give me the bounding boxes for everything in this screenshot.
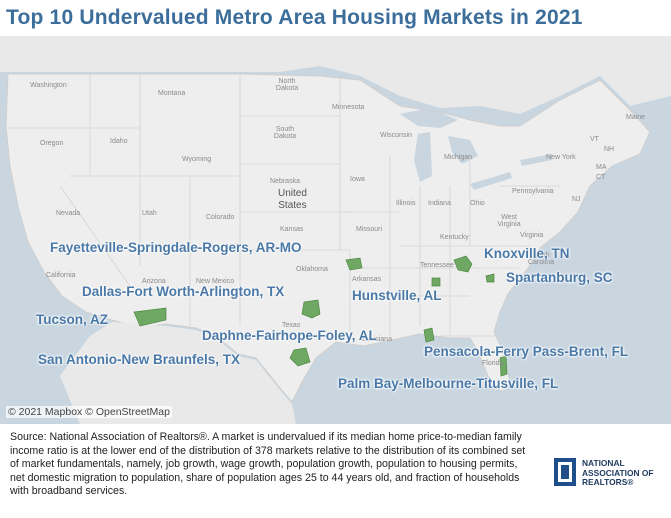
state-label-wyoming: Wyoming [182, 156, 212, 163]
state-label-california: California [46, 272, 76, 279]
source-note: Source: National Association of Realtors… [10, 431, 526, 498]
state-label-colorado: Colorado [206, 214, 235, 221]
market-area-huntsville [431, 277, 441, 287]
state-label-idaho: Idaho [110, 138, 128, 145]
state-label-oklahoma: Oklahoma [296, 266, 328, 273]
state-label-illinois: Illinois [396, 200, 416, 207]
lake-superior [400, 108, 458, 128]
state-label-nebraska: Nebraska [270, 178, 300, 185]
market-area-fayetteville [345, 257, 363, 271]
nar-logo-text: NATIONAL ASSOCIATION OF REALTORS® [582, 458, 654, 487]
map-view[interactable]: Washington Montana North Dakota Minnesot… [0, 36, 671, 424]
state-label-michigan: Michigan [444, 154, 473, 161]
market-area-palm-bay [499, 355, 508, 377]
state-label-ohio: Ohio [470, 200, 485, 207]
map-copyright[interactable]: © 2021 Mapbox © OpenStreetMap [6, 406, 172, 418]
state-label-new-york: New York [546, 154, 576, 161]
state-label-arizona: Arizona [142, 278, 166, 285]
page-title: Top 10 Undervalued Metro Area Housing Ma… [6, 6, 583, 29]
state-label-utah: Utah [142, 210, 157, 217]
market-label-palm-bay[interactable]: Palm Bay-Melbourne-Titusville, FL [338, 376, 559, 391]
state-label-arkansas: Arkansas [352, 276, 382, 283]
state-label-new-mexico: New Mexico [196, 278, 235, 285]
market-label-daphne[interactable]: Daphne-Fairhope-Foley, AL [202, 328, 377, 343]
state-label-pennsylvania: Pennsylvania [512, 188, 554, 195]
lake-huron [448, 136, 478, 164]
market-area-dallas [301, 299, 321, 319]
state-label-minnesota: Minnesota [332, 104, 365, 111]
state-label-nevada: Nevada [56, 210, 81, 217]
market-label-huntsville[interactable]: Hunstville, AL [352, 288, 442, 303]
state-label-north-dakota: North Dakota [275, 78, 299, 92]
state-label-louisiana: Louisiana [362, 336, 392, 343]
market-label-fayetteville[interactable]: Fayetteville-Springdale-Rogers, AR-MO [50, 240, 302, 255]
market-label-spartanburg[interactable]: Spartanburg, SC [506, 270, 613, 285]
nar-logo: NATIONAL ASSOCIATION OF REALTORS® [554, 456, 666, 490]
state-label-missouri: Missouri [356, 226, 383, 233]
state-label-wisconsin: Wisconsin [380, 132, 412, 139]
state-label-south-dakota: South Dakota [273, 126, 297, 140]
market-label-san-antonio[interactable]: San Antonio-New Braunfels, TX [38, 352, 241, 367]
state-label-north-carolina: North Carolina [527, 252, 555, 266]
state-label-oregon: Oregon [40, 140, 64, 147]
state-label-texas: Texas [282, 322, 301, 329]
market-label-pensacola[interactable]: Pensacola-Ferry Pass-Brent, FL [424, 344, 629, 359]
state-label-kansas: Kansas [280, 226, 304, 233]
market-area-san-antonio [289, 347, 311, 367]
state-label-tennessee: Tennessee [420, 262, 454, 269]
state-label-vt: VT [590, 136, 599, 143]
state-label-montana: Montana [158, 90, 186, 97]
state-label-virginia: Virginia [520, 232, 544, 239]
market-area-tucson [133, 307, 167, 327]
state-label-indiana: Indiana [428, 200, 451, 207]
mexico-land [60, 322, 296, 424]
state-label-ma: MA [596, 164, 607, 171]
realtor-r-icon [554, 458, 576, 486]
market-label-dallas[interactable]: Dallas-Fort Worth-Arlington, TX [82, 284, 285, 299]
state-label-kentucky: Kentucky [440, 234, 469, 241]
market-area-spartanburg [485, 273, 495, 283]
canada-land [0, 36, 671, 114]
country-label: United States [278, 188, 307, 211]
state-label-florida: Florida [482, 360, 504, 367]
market-label-knoxville[interactable]: Knoxville, TN [484, 246, 570, 261]
state-label-nj: NJ [572, 196, 581, 203]
state-label-ct: CT [596, 174, 606, 181]
market-area-daphne [423, 327, 435, 343]
state-label-west-virginia: West Virginia [497, 214, 521, 228]
market-areas [133, 255, 508, 377]
lake-michigan [414, 132, 432, 182]
lake-ontario [520, 154, 552, 166]
state-label-nh: NH [604, 146, 615, 153]
state-label-washington: Washington [30, 82, 67, 89]
state-label-iowa: Iowa [350, 176, 365, 183]
state-label-maine: Maine [626, 114, 646, 121]
market-label-tucson[interactable]: Tucson, AZ [36, 312, 108, 327]
market-area-knoxville [453, 255, 473, 273]
lake-erie [470, 172, 512, 190]
basemap [0, 36, 671, 424]
